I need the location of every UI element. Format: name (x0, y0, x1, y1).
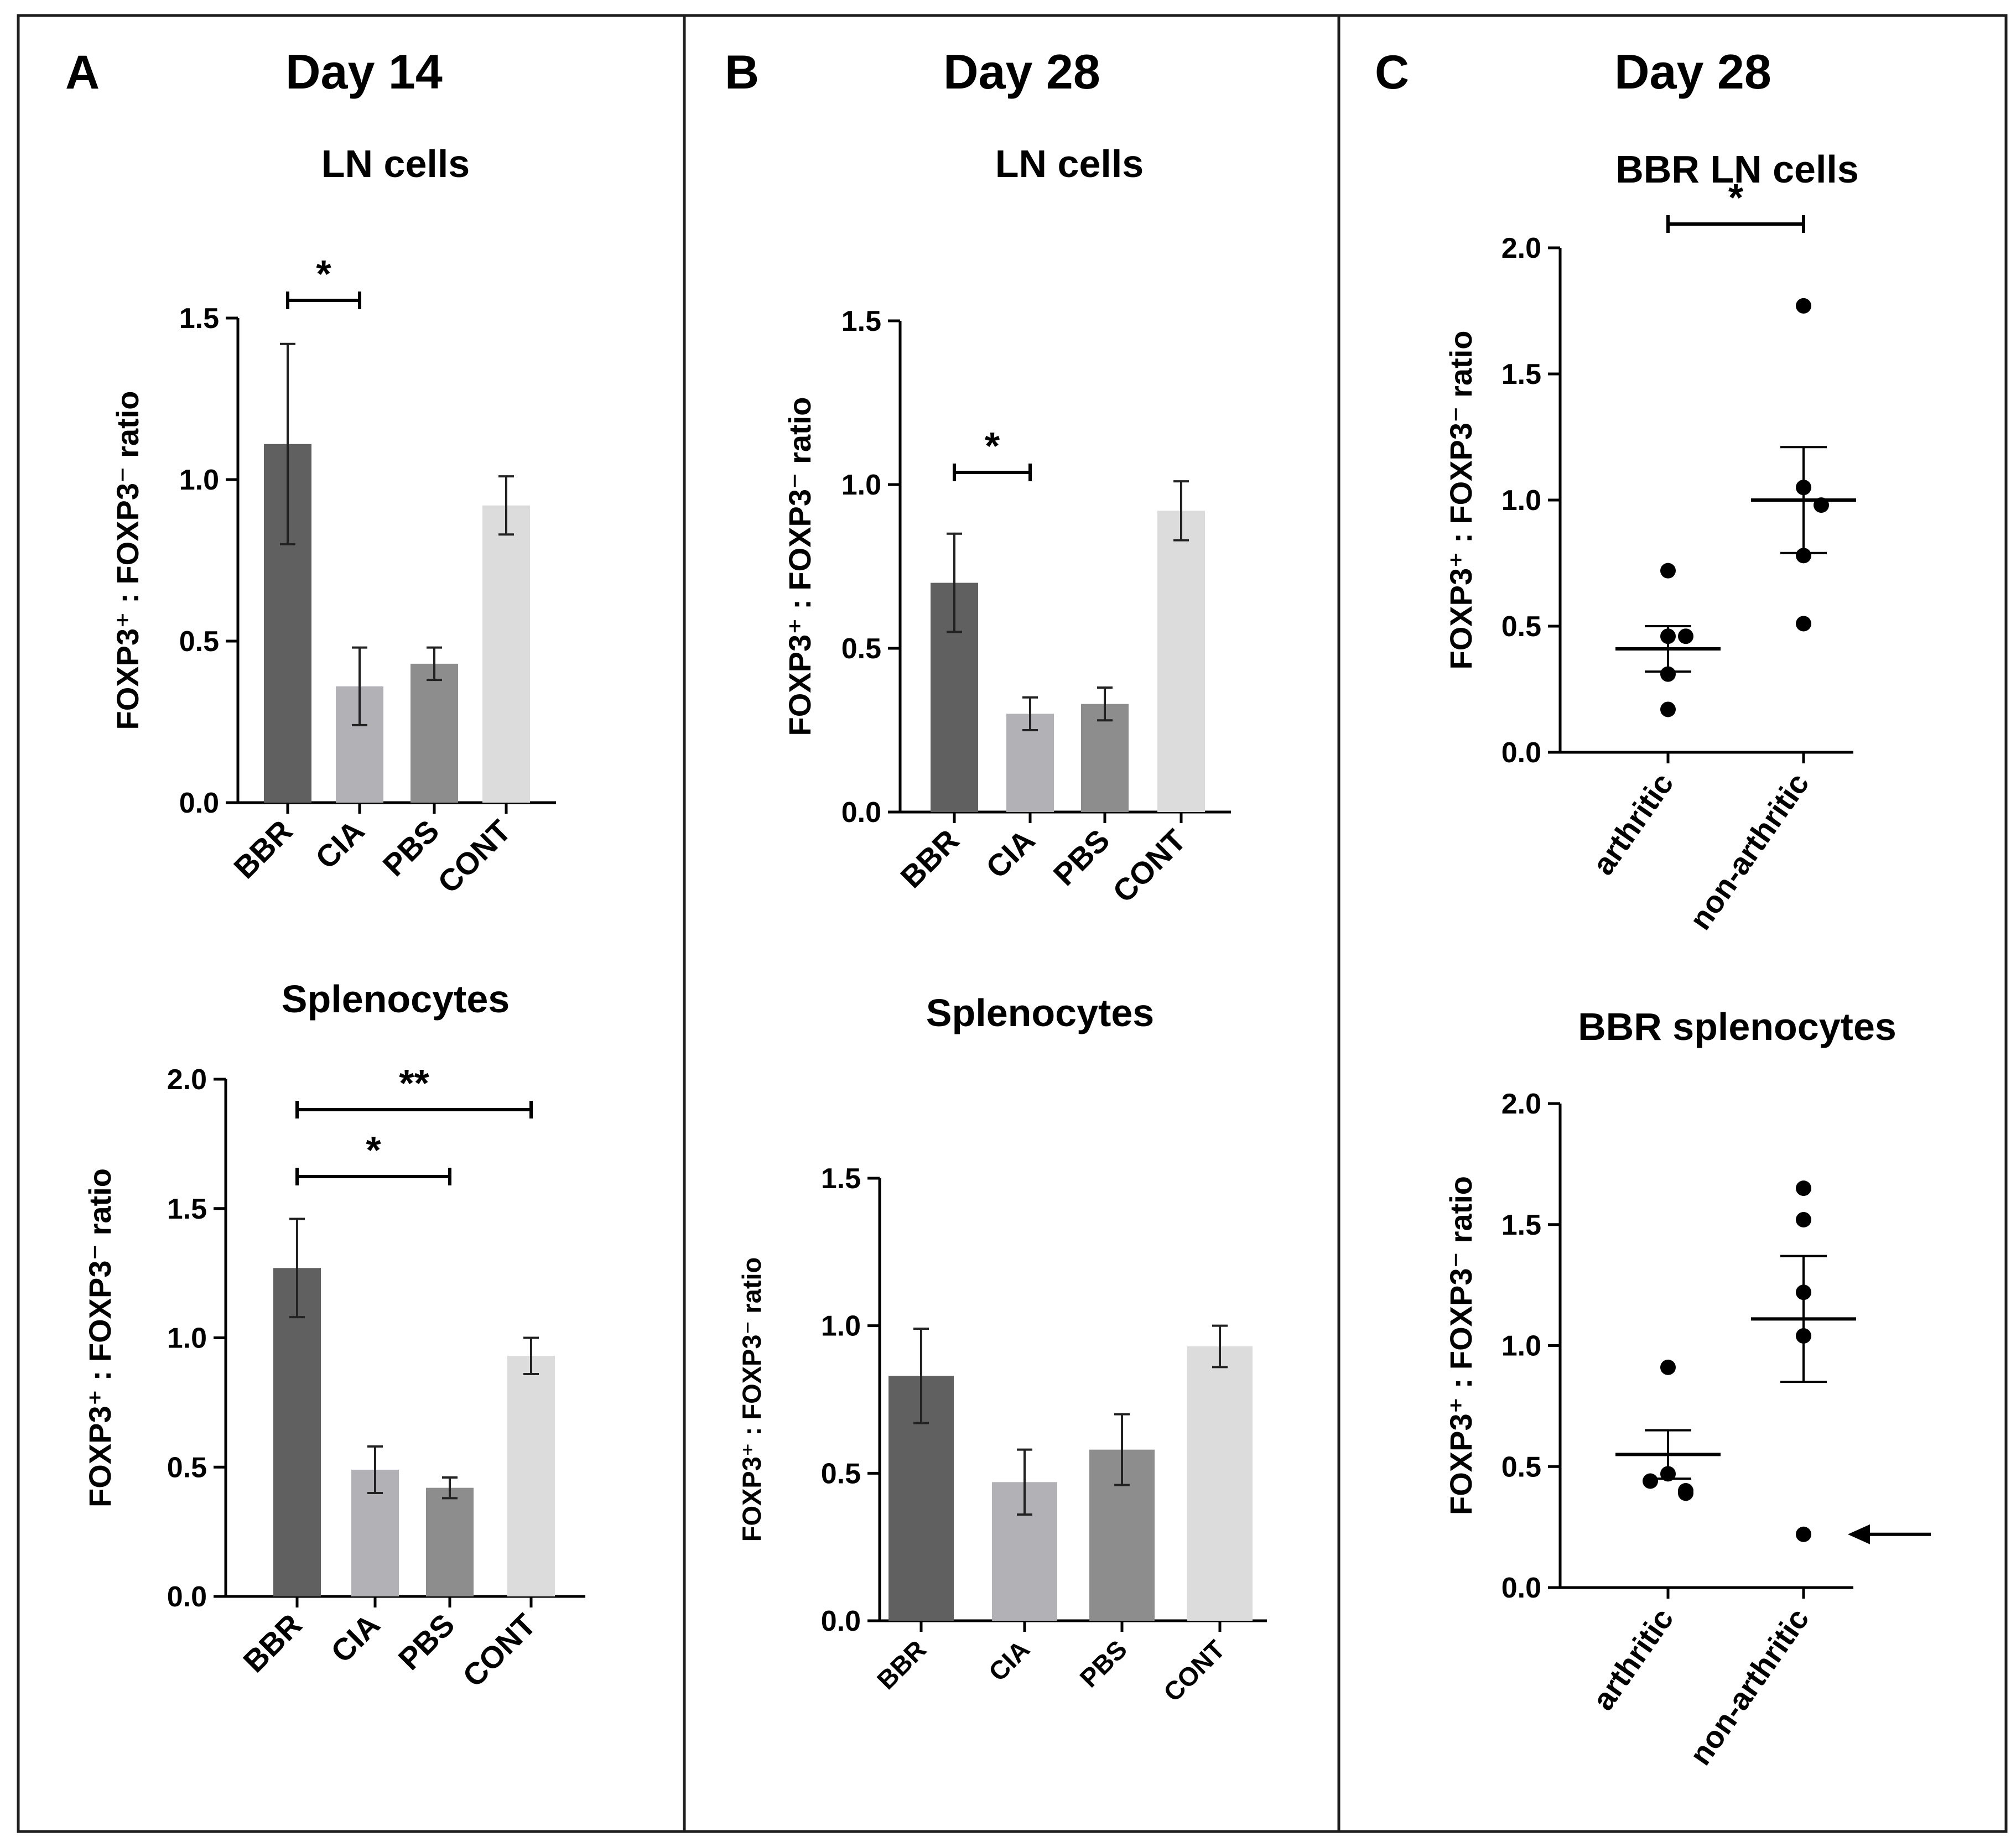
y-tick-label: 1.0 (1501, 485, 1541, 517)
significance-label: * (985, 424, 1000, 467)
data-point (1796, 1180, 1811, 1196)
bar-cont (482, 505, 530, 803)
data-point (1660, 666, 1676, 682)
y-tick-label: 1.5 (1501, 1209, 1541, 1241)
y-tick-label: 2.0 (1501, 232, 1541, 264)
y-tick-label: 1.5 (821, 1163, 861, 1195)
chart-c-bbr-ln-cells: BBR LN cells FOXP3⁺ : FOXP3⁻ ratio 0.0 0.5 1… (1443, 148, 1859, 936)
arrow-head (1848, 1524, 1870, 1544)
y-tick-label: 1.0 (841, 469, 881, 501)
y-tick-label: 0.5 (167, 1451, 207, 1484)
y-tick-label: 0.0 (179, 787, 219, 819)
y-tick-label: 1.0 (821, 1310, 861, 1343)
y-tick-label: 0.0 (1501, 737, 1541, 769)
chart-c-bbr-splenocytes: BBR splenocytes FOXP3⁺ : FOXP3⁻ ratio 0.0 0… (1443, 1005, 1931, 1771)
y-tick-label: 0.0 (821, 1605, 861, 1637)
data-point (1660, 1359, 1676, 1375)
significance-label: * (316, 252, 331, 295)
x-tick-label: CONT (456, 1607, 543, 1694)
x-tick-label: CIA (979, 823, 1042, 885)
y-axis-label: FOXP3⁺ : FOXP3⁻ ratio (82, 1168, 117, 1507)
y-tick-label: 1.5 (167, 1193, 207, 1225)
y-tick-label: 2.0 (1501, 1088, 1541, 1120)
figure-border (17, 14, 2008, 1833)
x-tick-label: PBS (392, 1607, 461, 1677)
data-point (1796, 616, 1811, 632)
x-tick-label: CONT (431, 813, 518, 900)
y-tick-label: 0.5 (179, 626, 219, 658)
panel-c-day: Day 28 (1614, 44, 1771, 99)
x-tick-label: CONT (1157, 1634, 1230, 1707)
x-tick-label: CIA (324, 1607, 387, 1669)
y-tick-label: 2.0 (167, 1064, 207, 1096)
y-tick-label: 0.5 (841, 633, 881, 665)
x-tick-label: CIA (983, 1635, 1035, 1687)
data-point (1796, 1526, 1811, 1542)
x-tick-label: BBR (871, 1635, 932, 1695)
data-point (1643, 1473, 1658, 1489)
panel-a-day: Day 14 (285, 44, 443, 99)
y-tick-label: 1.5 (841, 305, 881, 337)
y-axis-label: FOXP3⁺ : FOXP3⁻ ratio (1443, 330, 1478, 669)
y-tick-label: 1.0 (167, 1323, 207, 1355)
chart-b-ln-cells: LN cells FOXP3⁺ : FOXP3⁻ ratio 0.0 0.5 1.0 1.… (782, 142, 1231, 909)
x-tick-label: non-arthritic (1682, 767, 1816, 936)
data-point (1678, 628, 1693, 644)
panel-c-letter: C (1375, 46, 1409, 99)
y-axis-label: FOXP3⁺ : FOXP3⁻ ratio (110, 391, 145, 730)
bar-cont (1157, 511, 1205, 812)
y-tick-label: 1.5 (179, 303, 219, 335)
bar-pbs (411, 663, 458, 803)
x-tick-label: BBR (227, 813, 299, 885)
panel-b-letter: B (725, 46, 759, 99)
x-tick-label: BBR (893, 823, 965, 894)
x-tick-label: arthritic (1586, 767, 1680, 881)
bar-cont (507, 1356, 555, 1596)
y-tick-label: 1.0 (179, 464, 219, 496)
chart-title: BBR splenocytes (1578, 1005, 1897, 1048)
y-axis-label: FOXP3⁺ : FOXP3⁻ ratio (737, 1257, 766, 1542)
panel-b-day: Day 28 (943, 44, 1100, 99)
chart-title: BBR LN cells (1615, 148, 1859, 191)
significance-label: * (366, 1128, 381, 1172)
chart-title: Splenocytes (282, 977, 510, 1021)
panel-a-letter: A (65, 46, 100, 99)
x-tick-label: CIA (309, 813, 371, 876)
x-tick-label: PBS (1074, 1635, 1132, 1693)
data-point (1678, 1485, 1693, 1501)
y-tick-label: 0.5 (1501, 1451, 1541, 1483)
chart-title: LN cells (321, 142, 470, 185)
y-tick-label: 0.0 (167, 1581, 207, 1613)
chart-title: LN cells (995, 142, 1144, 185)
data-point (1796, 1212, 1811, 1227)
bar-pbs (426, 1487, 474, 1596)
chart-b-splenocytes: Splenocytes FOXP3⁺ : FOXP3⁻ ratio 0.0 0.5 1.… (737, 991, 1267, 1707)
y-axis-label: FOXP3⁺ : FOXP3⁻ ratio (782, 397, 817, 736)
y-tick-label: 1.0 (1501, 1330, 1541, 1362)
y-tick-label: 0.0 (841, 797, 881, 829)
x-tick-label: non-arthritic (1682, 1602, 1816, 1771)
bar-pbs (1081, 704, 1129, 812)
y-tick-label: 0.5 (1501, 611, 1541, 643)
x-tick-label: PBS (1047, 823, 1116, 892)
chart-a-ln-cells: LN cells FOXP3⁺ : FOXP3⁻ ratio 0.0 0.5 1.0 1.… (110, 142, 556, 900)
y-tick-label: 0.0 (1501, 1572, 1541, 1604)
x-tick-label: BBR (236, 1607, 308, 1679)
data-point (1660, 563, 1676, 579)
bar-cont (1187, 1346, 1253, 1621)
bar-bbr (273, 1268, 321, 1596)
y-axis-label: FOXP3⁺ : FOXP3⁻ ratio (1443, 1176, 1478, 1515)
y-tick-label: 1.5 (1501, 358, 1541, 391)
data-point (1660, 701, 1676, 717)
y-tick-label: 0.5 (821, 1458, 861, 1490)
data-point (1796, 548, 1811, 564)
chart-title: Splenocytes (926, 991, 1154, 1034)
significance-label: * (1728, 176, 1744, 219)
significance-label: ** (399, 1062, 429, 1105)
chart-a-splenocytes: Splenocytes FOXP3⁺ : FOXP3⁻ ratio 0.0 0.5 1.… (82, 977, 585, 1694)
data-point (1796, 298, 1811, 314)
x-tick-label: CONT (1106, 823, 1193, 909)
x-tick-label: arthritic (1586, 1602, 1680, 1716)
